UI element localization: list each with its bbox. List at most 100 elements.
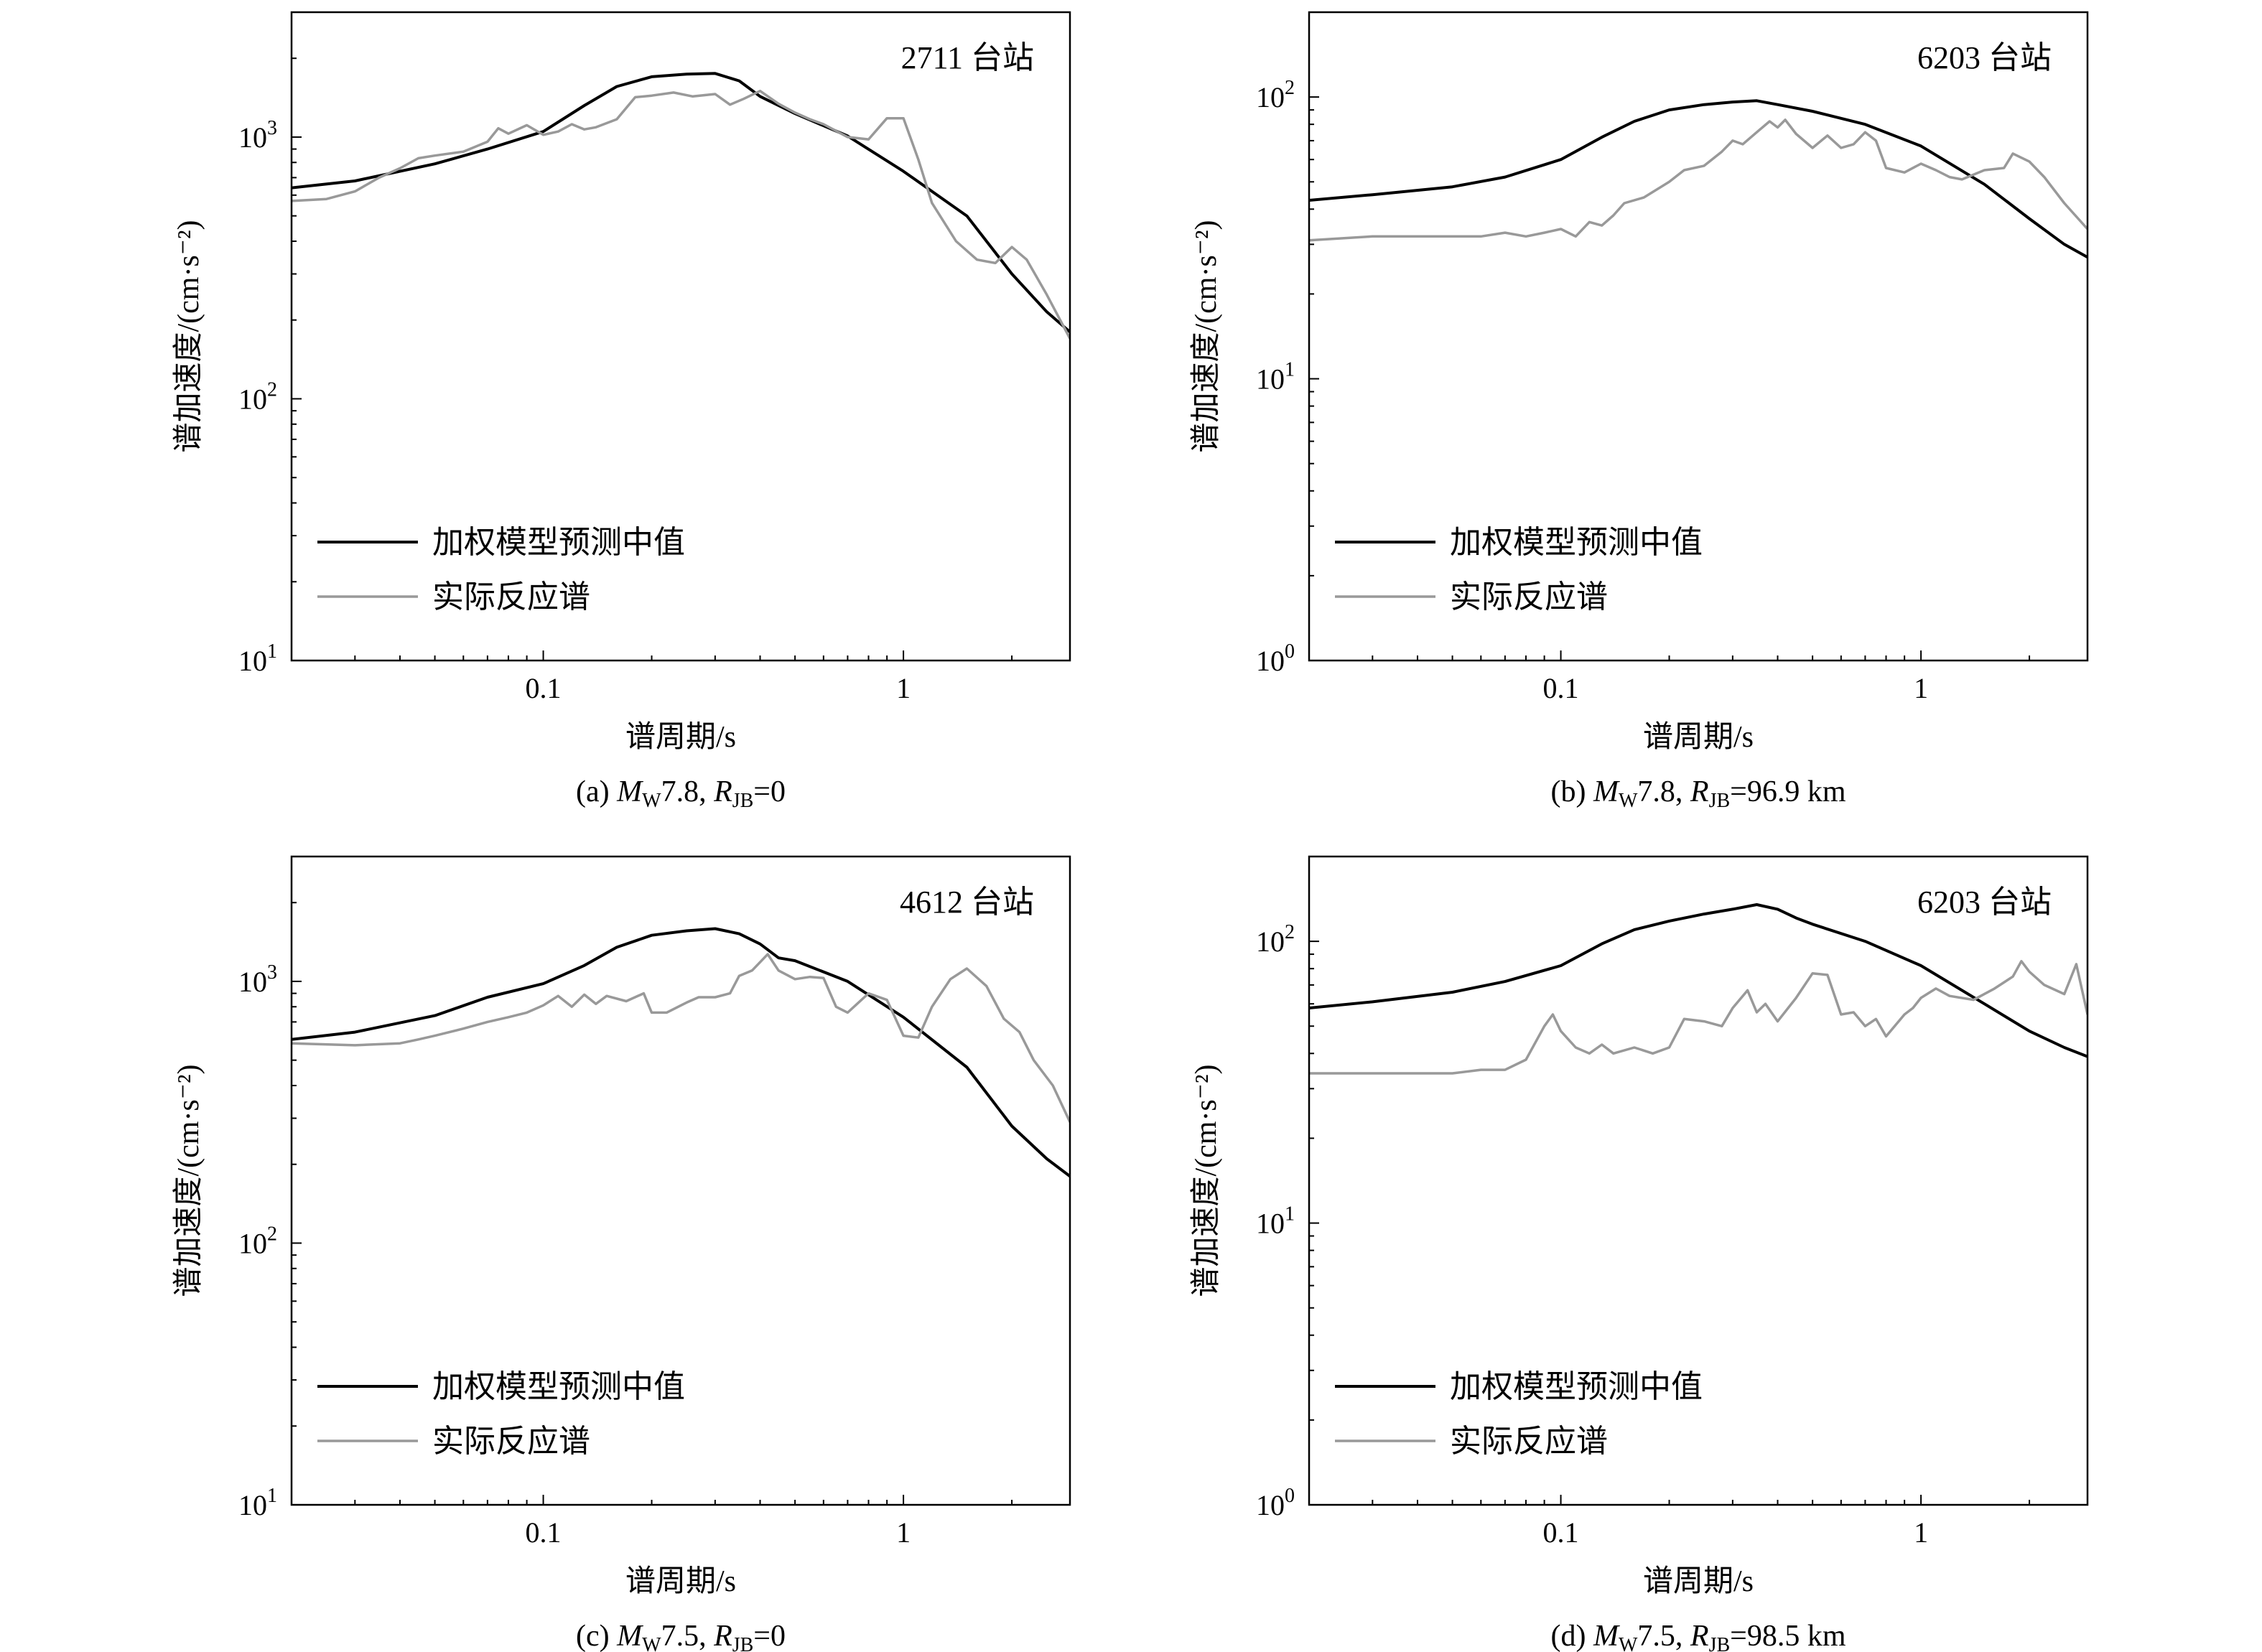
- series-line-model-median: [292, 72, 1070, 333]
- x-tick-label: 1: [896, 1516, 911, 1549]
- caption-R-sub: JB: [732, 790, 754, 812]
- y-tick-base: 10: [1256, 645, 1285, 677]
- station-label: 6203 台站: [1917, 40, 2052, 75]
- caption-R-sub: JB: [732, 1634, 754, 1652]
- legend-label-model-median: 加权模型预测中值: [432, 525, 685, 560]
- caption-M: M: [1593, 1620, 1620, 1652]
- caption-M-sub: W: [1619, 790, 1638, 812]
- caption-R: R: [1690, 1620, 1709, 1652]
- y-tick-exponent: 0: [1285, 1485, 1295, 1507]
- caption-rest: =0: [753, 775, 786, 808]
- caption-R-sub: JB: [1709, 1634, 1731, 1652]
- station-label: 2711 台站: [901, 40, 1034, 75]
- caption-R-sub: JB: [1709, 790, 1731, 812]
- y-tick-label: 101: [238, 1485, 277, 1521]
- y-axis-label: 谱加速度/(cm·s⁻²): [1190, 1064, 1223, 1297]
- series-line-observed-spectrum: [1309, 118, 2088, 242]
- y-tick-base: 10: [1256, 81, 1285, 113]
- panel-caption: (b) MW7.8, RJB=96.9 km: [1550, 775, 1846, 812]
- x-tick-label: 0.1: [1543, 672, 1579, 704]
- legend-label-observed-spectrum: 实际反应谱: [1450, 1424, 1608, 1459]
- x-tick-label: 0.1: [526, 1516, 562, 1549]
- y-tick-base: 10: [238, 121, 267, 154]
- legend-label-model-median: 加权模型预测中值: [1450, 1369, 1703, 1404]
- y-tick-label: 101: [238, 640, 277, 677]
- y-tick-base: 10: [238, 1227, 267, 1259]
- legend-label-model-median: 加权模型预测中值: [432, 1369, 685, 1404]
- caption-prefix: (b): [1550, 775, 1593, 808]
- caption-M-sub: W: [1619, 1634, 1638, 1652]
- series-line-model-median: [292, 927, 1070, 1177]
- x-axis-label: 谱周期/s: [625, 721, 736, 754]
- series-line-model-median: [1309, 99, 2088, 259]
- y-tick-base: 10: [238, 383, 267, 415]
- legend-label-observed-spectrum: 实际反应谱: [1450, 579, 1608, 615]
- y-tick-base: 10: [1256, 363, 1285, 396]
- y-tick-exponent: 2: [1285, 921, 1295, 943]
- y-tick-label: 102: [238, 378, 277, 415]
- y-tick-exponent: 1: [267, 640, 277, 663]
- x-tick-label: 1: [1914, 1516, 1928, 1549]
- caption-R: R: [713, 775, 732, 808]
- y-tick-exponent: 2: [267, 1223, 277, 1245]
- y-tick-base: 10: [1256, 1208, 1285, 1240]
- y-tick-base: 10: [1256, 925, 1285, 958]
- y-tick-base: 10: [238, 1489, 267, 1521]
- caption-R: R: [1690, 775, 1709, 808]
- series-line-observed-spectrum: [292, 89, 1070, 340]
- x-tick-label: 1: [896, 672, 911, 704]
- caption-M-sub: W: [642, 1634, 661, 1652]
- y-tick-label: 103: [238, 117, 277, 154]
- y-tick-exponent: 3: [267, 961, 277, 984]
- caption-mag: 7.5,: [1637, 1620, 1690, 1652]
- series-line-model-median: [1309, 903, 2088, 1058]
- y-tick-label: 102: [238, 1223, 277, 1259]
- x-tick-label: 1: [1914, 672, 1928, 704]
- station-label: 4612 台站: [900, 885, 1034, 920]
- y-tick-label: 102: [1256, 77, 1295, 113]
- panel-caption: (c) MW7.5, RJB=0: [576, 1620, 786, 1652]
- caption-M: M: [1593, 775, 1620, 808]
- caption-prefix: (d): [1550, 1620, 1593, 1652]
- series-line-observed-spectrum: [1309, 960, 2088, 1075]
- x-axis-label: 谱周期/s: [625, 1565, 736, 1598]
- panel-caption: (a) MW7.8, RJB=0: [576, 775, 786, 812]
- caption-R: R: [713, 1620, 732, 1652]
- caption-rest: =98.5 km: [1730, 1620, 1846, 1652]
- y-tick-label: 101: [1256, 1203, 1295, 1240]
- x-axis-label: 谱周期/s: [1643, 1565, 1754, 1598]
- y-tick-base: 10: [1256, 1489, 1285, 1521]
- y-axis-label: 谱加速度/(cm·s⁻²): [1190, 220, 1223, 452]
- y-tick-exponent: 1: [1285, 1203, 1295, 1226]
- plot-frame: [1308, 855, 2089, 1506]
- x-tick-label: 0.1: [1543, 1516, 1579, 1549]
- caption-M-sub: W: [642, 790, 661, 812]
- y-tick-exponent: 2: [1285, 77, 1295, 99]
- y-tick-label: 100: [1256, 1485, 1295, 1521]
- series-line-observed-spectrum: [292, 953, 1070, 1123]
- station-label: 6203 台站: [1917, 885, 2052, 920]
- y-tick-exponent: 2: [267, 378, 277, 401]
- legend-label-observed-spectrum: 实际反应谱: [432, 1424, 590, 1459]
- caption-M: M: [616, 775, 643, 808]
- plot-frame: [1308, 11, 2089, 662]
- x-tick-label: 0.1: [526, 672, 562, 704]
- caption-rest: =96.9 km: [1730, 775, 1846, 808]
- y-axis-label: 谱加速度/(cm·s⁻²): [172, 220, 205, 452]
- y-tick-exponent: 0: [1285, 640, 1295, 663]
- y-tick-label: 101: [1256, 359, 1295, 396]
- y-tick-exponent: 1: [1285, 359, 1295, 381]
- caption-mag: 7.5,: [661, 1620, 715, 1652]
- caption-prefix: (c): [576, 1620, 617, 1652]
- plot-frame: [290, 11, 1071, 662]
- y-tick-exponent: 1: [267, 1485, 277, 1507]
- y-axis-label: 谱加速度/(cm·s⁻²): [172, 1064, 205, 1297]
- caption-mag: 7.8,: [1637, 775, 1690, 808]
- caption-M: M: [616, 1620, 643, 1652]
- y-tick-base: 10: [238, 645, 267, 677]
